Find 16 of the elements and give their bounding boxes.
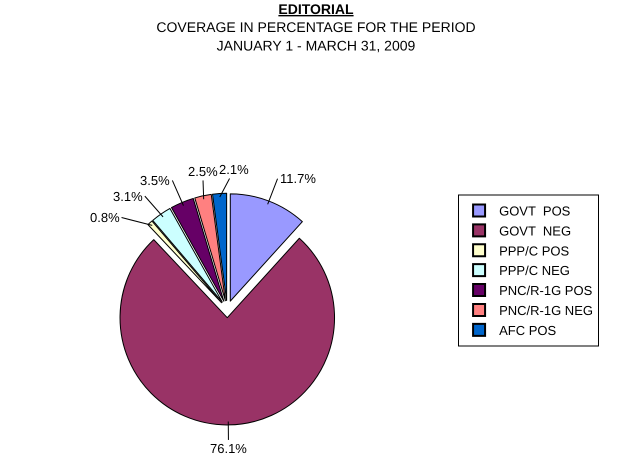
data-label: 76.1% xyxy=(210,441,248,456)
legend-label: PPP/C NEG xyxy=(499,263,570,278)
legend-label: PNC/R-1G NEG xyxy=(499,303,593,318)
data-label: 0.8% xyxy=(90,210,120,225)
legend-label: GOVT POS xyxy=(499,204,571,219)
data-label: 3.5% xyxy=(140,173,170,188)
chart-title: EDITORIAL xyxy=(278,0,354,17)
data-label: 2.1% xyxy=(219,162,250,177)
chart-subtitle: COVERAGE IN PERCENTAGE FOR THE PERIOD JANUARY 1 - MARCH 31, 2009 xyxy=(156,19,476,54)
data-label: 3.1% xyxy=(113,189,144,204)
legend-label: AFC POS xyxy=(499,322,556,338)
data-label: 11.7% xyxy=(280,171,316,186)
legend-label: PPP/C POS xyxy=(499,243,570,258)
legend-label: GOVT NEG xyxy=(499,223,572,238)
legend-label: PNC/R-1G POS xyxy=(499,283,593,298)
data-label: 2.5% xyxy=(188,164,218,179)
